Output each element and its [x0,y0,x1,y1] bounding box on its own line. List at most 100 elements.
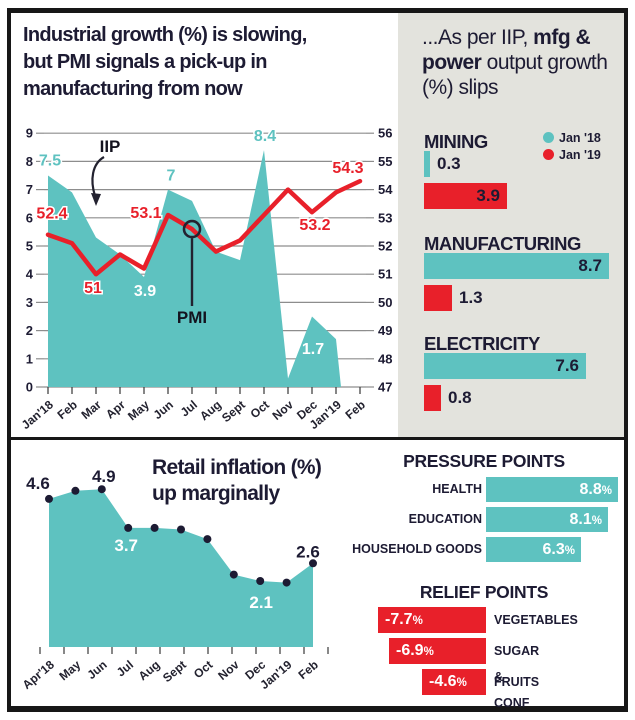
month-label-Aug: Aug [136,658,163,684]
sector-group-mining: MINING 0.3 3.9 [424,131,624,227]
frame-border-left [7,8,11,712]
bar-jan18 [424,253,609,279]
left-axis-label-2: 2 [26,323,33,338]
bar-row-jan18: 8.7 [424,253,624,279]
point-label-53.2: 53.2 [299,217,330,234]
data-point [229,570,238,579]
relief-points-title: RELIEF POINTS [419,582,549,602]
bar-jan19 [424,385,441,411]
month-label-Nov: Nov [215,657,242,683]
data-point [203,535,212,544]
category-value: 8.8% [579,481,612,498]
iip-arrow-head [91,193,101,206]
month-label-Oct: Oct [248,398,272,422]
legend-item: Jan '19 [543,146,601,163]
point-label-3.9: 3.9 [134,283,156,300]
month-label-Mar: Mar [79,397,105,422]
right-axis-label-48: 48 [378,351,392,366]
bar-row-jan19: 0.8 [424,385,624,411]
point-label-7: 7 [167,168,176,185]
category-label: HEALTH [432,482,482,496]
bar-value: 3.9 [476,186,500,205]
month-label-Sept: Sept [160,658,189,685]
point-label-54.3: 54.3 [332,160,363,177]
sector-label: ELECTRICITY [424,333,540,354]
retail-title: Retail inflation (%) up marginally [152,455,322,507]
bar-jan19 [424,285,452,311]
iip-callout-arrow [91,156,105,197]
right-axis-label-54: 54 [378,182,393,197]
left-axis-label-7: 7 [26,182,33,197]
right-axis-label-52: 52 [378,239,392,254]
right-axis-label-49: 49 [378,323,392,338]
left-axis-label-9: 9 [26,126,33,141]
legend-label: Jan '19 [559,147,601,162]
frame-border-right [624,8,628,712]
pmi-line-series [45,178,363,277]
month-label-Feb: Feb [55,398,80,422]
right-axis-label-51: 51 [378,267,392,282]
data-point [97,485,106,494]
category-label: SUGAR & CONF [494,644,540,710]
bar-row-jan18: 0.3 [424,151,624,177]
legend-item: Jan '18 [543,129,601,146]
point-label-2.1: 2.1 [249,593,273,612]
category-value: -6.9% [396,642,434,659]
legend-swatch-teal-icon [543,132,554,143]
iip-panel-title: Industrial growth (%) is slowing, but PM… [23,22,383,103]
category-value: 6.3% [542,541,575,558]
right-axis-label-53: 53 [378,210,392,225]
bar-jan18 [424,353,586,379]
point-label-51: 51 [84,280,102,297]
point-label-1.7: 1.7 [302,341,324,358]
sector-label: MANUFACTURING [424,233,581,254]
point-label-4.9: 4.9 [92,467,116,486]
bar-row-jan19: 3.9 [424,183,624,209]
frame-border-top [7,8,628,13]
month-label-Apr'18: Apr'18 [20,657,57,692]
right-axis-label-55: 55 [378,154,392,169]
point-label-2.6: 2.6 [296,542,320,561]
month-label-May: May [56,657,83,683]
month-label-Apr: Apr [103,397,128,421]
iip-callout-label: IIP [100,137,121,156]
title-segment: ...As per IIP, [422,26,534,49]
category-label: VEGETABLES [494,613,578,627]
title-line: but PMI signals a pick-up in [23,51,267,73]
pressure-bar: 8.8% [486,477,618,502]
category-label: FRUITS [494,675,540,689]
left-axis-label-4: 4 [26,267,34,282]
data-point [45,494,53,503]
data-point [150,523,159,532]
left-axis-label-8: 8 [26,154,33,169]
title-line: manufacturing from now [23,78,243,100]
title-segment: output growth (%) slips [422,51,608,99]
title-line: Retail inflation (%) [152,456,322,479]
month-label-Jul: Jul [178,398,200,420]
month-label-Jun: Jun [151,398,176,422]
left-axis-label-5: 5 [26,239,33,254]
point-label-53.1: 53.1 [130,205,161,222]
title-line: up marginally [152,482,280,505]
relief-bar: -7.7% [378,607,486,633]
legend-label: Jan '18 [559,130,601,145]
month-label-Jan'18: Jan'18 [19,397,56,432]
bar-jan19 [424,183,507,209]
bar-value: 0.3 [437,154,461,173]
left-axis-label-1: 1 [26,351,33,366]
month-label-Nov: Nov [270,397,297,423]
bar-row-jan18: 7.6 [424,353,624,379]
output-panel-title: ...As per IIP, mfg & power output growth… [422,25,614,100]
pressure-bar: 6.3% [486,537,581,562]
relief-bar: -4.6% [422,669,486,695]
point-label-52.4: 52.4 [36,206,67,223]
category-label: EDUCATION [408,512,482,526]
month-label-Aug: Aug [197,398,224,424]
data-point [177,525,185,534]
point-label-8.4: 8.4 [254,128,276,145]
left-axis-label-6: 6 [26,210,33,225]
right-axis-label-56: 56 [378,126,392,141]
title-line: Industrial growth (%) is slowing, [23,24,307,46]
month-label-Jun: Jun [84,658,109,682]
